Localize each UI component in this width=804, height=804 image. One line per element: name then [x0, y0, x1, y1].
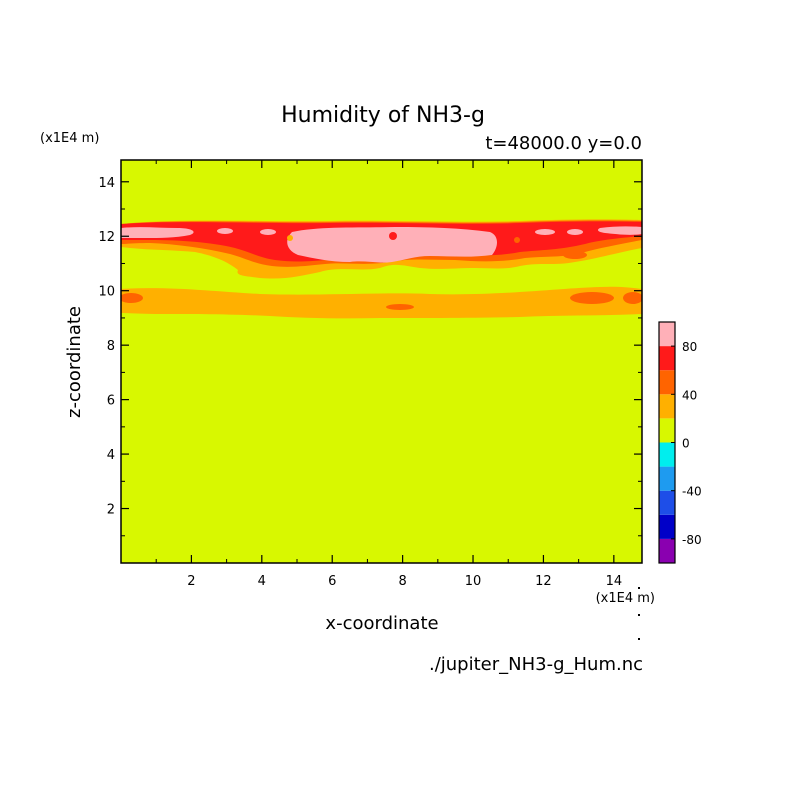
- colorbar-swatch: [659, 442, 675, 467]
- contour-upper-core: [260, 229, 276, 235]
- contour-upper-core: [567, 229, 583, 235]
- contour-lower-patch: [386, 304, 414, 310]
- contour-small-patch: [563, 251, 587, 259]
- colorbar-swatch: [659, 466, 675, 491]
- x-tick-label: 4: [258, 574, 266, 589]
- contour-upper-core: [217, 228, 233, 234]
- small-markers: [638, 587, 640, 640]
- contour-upper-core: [287, 227, 497, 263]
- x-tick-label: 2: [187, 574, 195, 589]
- y-tick-label: 6: [107, 394, 115, 409]
- y-tick-label: 4: [107, 448, 115, 463]
- colorbar-tick-label: -80: [682, 533, 702, 547]
- plot-frame: [120, 159, 643, 564]
- x-tick-label: 8: [398, 574, 406, 589]
- contour-upper-spot: [389, 232, 397, 240]
- contour-upper-core: [535, 229, 555, 235]
- contour-lower-patch: [623, 292, 642, 304]
- marker-dot: [638, 638, 640, 640]
- contour-upper-core: [597, 226, 642, 235]
- contour-lower-patch: [570, 292, 614, 304]
- y-unit-label: (x1E4 m): [40, 131, 99, 146]
- colorbar-swatch: [659, 322, 675, 347]
- colorbar-swatch: [659, 370, 675, 395]
- colorbar-tick-label: 80: [682, 340, 697, 354]
- x-tick-label: 14: [606, 574, 623, 589]
- x-tick-label: 12: [535, 574, 552, 589]
- colorbar-swatch: [659, 346, 675, 371]
- colorbar-swatch: [659, 538, 675, 563]
- y-axis-label: z-coordinate: [64, 306, 85, 418]
- contour-upper-spot: [287, 235, 293, 241]
- colorbar-swatch: [659, 394, 675, 419]
- contour-fill: [121, 160, 642, 563]
- x-axis: 2 4 6 8 10 12 14: [155, 160, 623, 589]
- contour-lower-layer: [121, 286, 642, 319]
- colorbar: 80 40 0 -40 -80: [658, 321, 702, 564]
- y-tick-label: 2: [107, 503, 115, 518]
- contour-upper-spot: [514, 237, 520, 243]
- colorbar-swatch: [659, 490, 675, 515]
- contour-lower-patch: [121, 293, 143, 303]
- colorbar-tick-label: 0: [682, 437, 690, 451]
- y-tick-label: 10: [98, 285, 115, 300]
- y-tick-label: 8: [107, 339, 115, 354]
- footer-filename: ./jupiter_NH3-g_Hum.nc: [429, 654, 643, 675]
- y-axis: 2 4 6 8 10 12 14: [98, 176, 642, 537]
- plot-area: 2 4 6 8 10 12 14 2 4 6 8 10 12 14: [98, 159, 643, 589]
- colorbar-tick-label: 40: [682, 388, 697, 402]
- chart-subtitle: t=48000.0 y=0.0: [485, 133, 642, 154]
- x-axis-label: x-coordinate: [325, 613, 438, 634]
- colorbar-swatch: [659, 514, 675, 539]
- x-tick-label: 10: [465, 574, 482, 589]
- x-unit-label: (x1E4 m): [596, 591, 655, 606]
- x-tick-label: 6: [328, 574, 336, 589]
- colorbar-tick-label: -40: [682, 485, 702, 499]
- y-tick-label: 14: [98, 176, 115, 191]
- chart-title: Humidity of NH3-g: [281, 103, 485, 128]
- marker-dot: [638, 587, 640, 589]
- colorbar-swatch: [659, 418, 675, 443]
- marker-dot: [638, 614, 640, 616]
- y-tick-label: 12: [98, 230, 115, 245]
- contour-upper-core: [121, 227, 194, 238]
